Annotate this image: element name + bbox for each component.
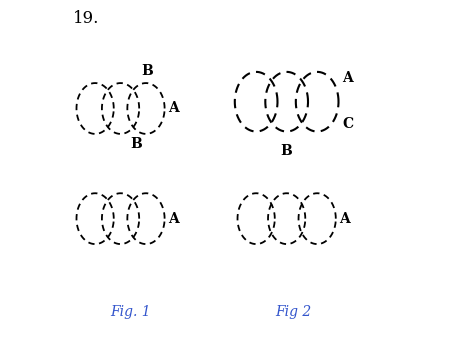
Text: Fig. 1: Fig. 1 <box>110 305 151 319</box>
Text: A: A <box>339 212 350 226</box>
Text: A: A <box>342 71 353 85</box>
Text: C: C <box>342 117 354 131</box>
Text: 19.: 19. <box>73 10 99 27</box>
Text: B: B <box>142 64 153 78</box>
Text: A: A <box>168 212 179 226</box>
Text: B: B <box>281 144 293 158</box>
Text: B: B <box>130 137 142 151</box>
Text: Fig 2: Fig 2 <box>276 305 312 319</box>
Text: A: A <box>168 101 179 116</box>
